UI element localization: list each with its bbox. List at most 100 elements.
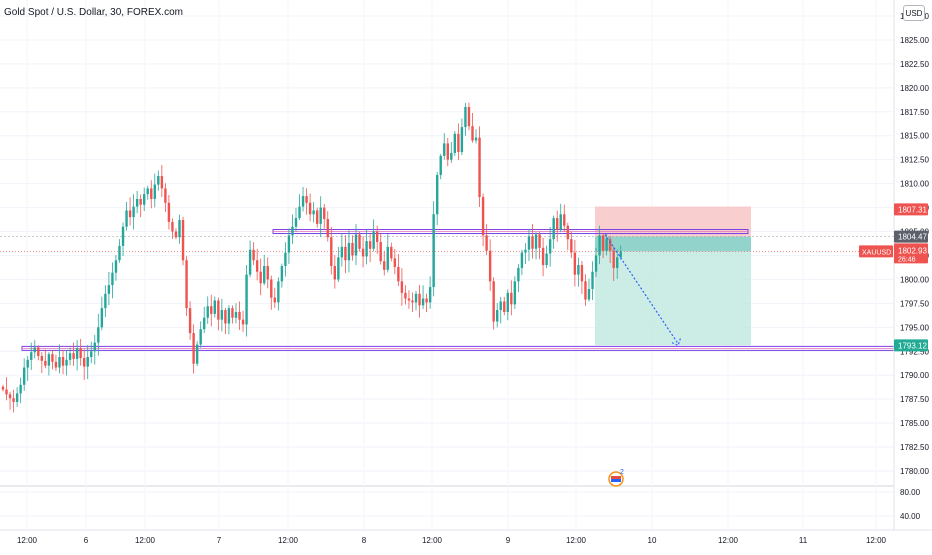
candle-body — [488, 250, 492, 282]
last-price-tag-bg — [894, 243, 928, 264]
candle-body — [435, 175, 439, 215]
currency-button[interactable]: USD — [903, 5, 925, 21]
candle-body — [157, 175, 160, 185]
candle-body — [143, 194, 146, 205]
horizontal-levels[interactable] — [0, 229, 895, 351]
time-tick-label: 12:00 — [866, 536, 887, 545]
candle-body — [65, 359, 68, 366]
candle-body — [287, 235, 291, 253]
position-zones[interactable] — [595, 206, 751, 346]
candle-body — [107, 285, 111, 294]
time-tick-label: 7 — [217, 536, 222, 545]
price-tick-label: 1795.00 — [900, 323, 929, 332]
candle-body — [37, 347, 40, 357]
candle-body — [354, 234, 358, 256]
candle-body — [100, 308, 104, 328]
candle-body — [301, 196, 305, 207]
candle-body — [587, 289, 591, 300]
time-tick-label: 12:00 — [17, 536, 38, 545]
event-icon[interactable]: 2 — [608, 469, 624, 487]
take-profit-zone[interactable] — [595, 236, 751, 346]
time-tick-label: 10 — [648, 536, 657, 545]
price-tick-label: 1825.00 — [900, 36, 929, 45]
candle-body — [584, 281, 587, 300]
time-tick-label: 8 — [362, 536, 367, 545]
candle-body — [263, 266, 266, 284]
candle-body — [252, 249, 255, 261]
candle-body — [164, 188, 167, 203]
candle-body — [453, 133, 457, 153]
price-tick-label: 1810.00 — [900, 180, 929, 189]
candle-body — [199, 329, 202, 345]
candle-body — [619, 251, 622, 258]
candlestick-series — [1, 102, 622, 413]
symbol-text: XAUUSD — [862, 249, 891, 256]
projection-path[interactable] — [604, 234, 682, 347]
candle-body — [51, 354, 54, 362]
candle-body — [545, 253, 548, 266]
price-tick-label: 1800.00 — [900, 275, 929, 284]
candle-body — [556, 218, 559, 230]
time-tick-label: 12:00 — [718, 536, 739, 545]
time-tick-label: 12:00 — [278, 536, 299, 545]
candle-body — [503, 301, 506, 312]
candle-body — [608, 239, 612, 251]
candle-body — [312, 210, 315, 215]
candle-body — [30, 352, 33, 360]
candle-body — [548, 239, 552, 254]
candle-body — [203, 317, 206, 330]
candle-body — [125, 210, 128, 227]
candle-body — [284, 252, 287, 267]
time-axis[interactable]: 12:00 6 12:00 7 12:00 8 12:00 9 12:00 10 12:00 11 12… — [0, 529, 932, 545]
candle-body — [104, 293, 107, 309]
candle-body — [33, 347, 36, 353]
candle-body — [139, 198, 142, 205]
indicator-tick-label: 80.00 — [900, 488, 921, 497]
candle-body — [5, 389, 8, 395]
candle-body — [231, 308, 234, 318]
candle-body — [90, 351, 93, 358]
candle-body — [467, 107, 471, 127]
candle-body — [351, 243, 354, 256]
candle-body — [499, 301, 502, 311]
candle-body — [531, 236, 534, 249]
stop-loss-zone[interactable] — [595, 206, 751, 237]
time-tick-label: 12:00 — [135, 536, 156, 545]
candle-body — [520, 252, 524, 268]
candle-body — [397, 266, 400, 282]
candle-body — [206, 306, 209, 318]
candle-body — [478, 137, 481, 198]
candle-body — [375, 231, 379, 243]
candle-body — [372, 231, 375, 249]
candle-body — [171, 221, 174, 232]
price-tick-label: 1817.50 — [900, 108, 929, 117]
candle-body — [411, 300, 414, 303]
event-count: 2 — [620, 469, 624, 476]
candle-body — [552, 218, 555, 240]
flag-stripe-blue — [611, 479, 621, 482]
candle-body — [457, 133, 460, 153]
price-tick-label: 1787.50 — [900, 395, 929, 404]
candle-body — [594, 255, 598, 272]
candle-body — [238, 311, 241, 320]
candle-body — [616, 257, 619, 268]
target-price-tag-bg — [894, 339, 928, 352]
candle-body — [379, 242, 382, 262]
candle-body — [234, 311, 238, 318]
price-axis[interactable]: 1827.501825.001822.501820.001817.501815.… — [893, 0, 932, 550]
candle-body — [344, 246, 347, 261]
symbol-tag: XAUUSD — [859, 245, 893, 258]
flag-stripe-red — [611, 476, 621, 479]
candle-body — [248, 249, 252, 275]
candle-body — [277, 281, 280, 303]
candle-body — [513, 281, 517, 305]
candle-body — [47, 354, 51, 366]
candle-body — [326, 219, 329, 238]
stop-price-tag-bg — [894, 203, 928, 216]
stop-price-tag: 1807.31 — [894, 203, 928, 216]
projection-line[interactable] — [604, 234, 679, 344]
candle-body — [86, 357, 89, 367]
candle-body — [128, 210, 132, 218]
